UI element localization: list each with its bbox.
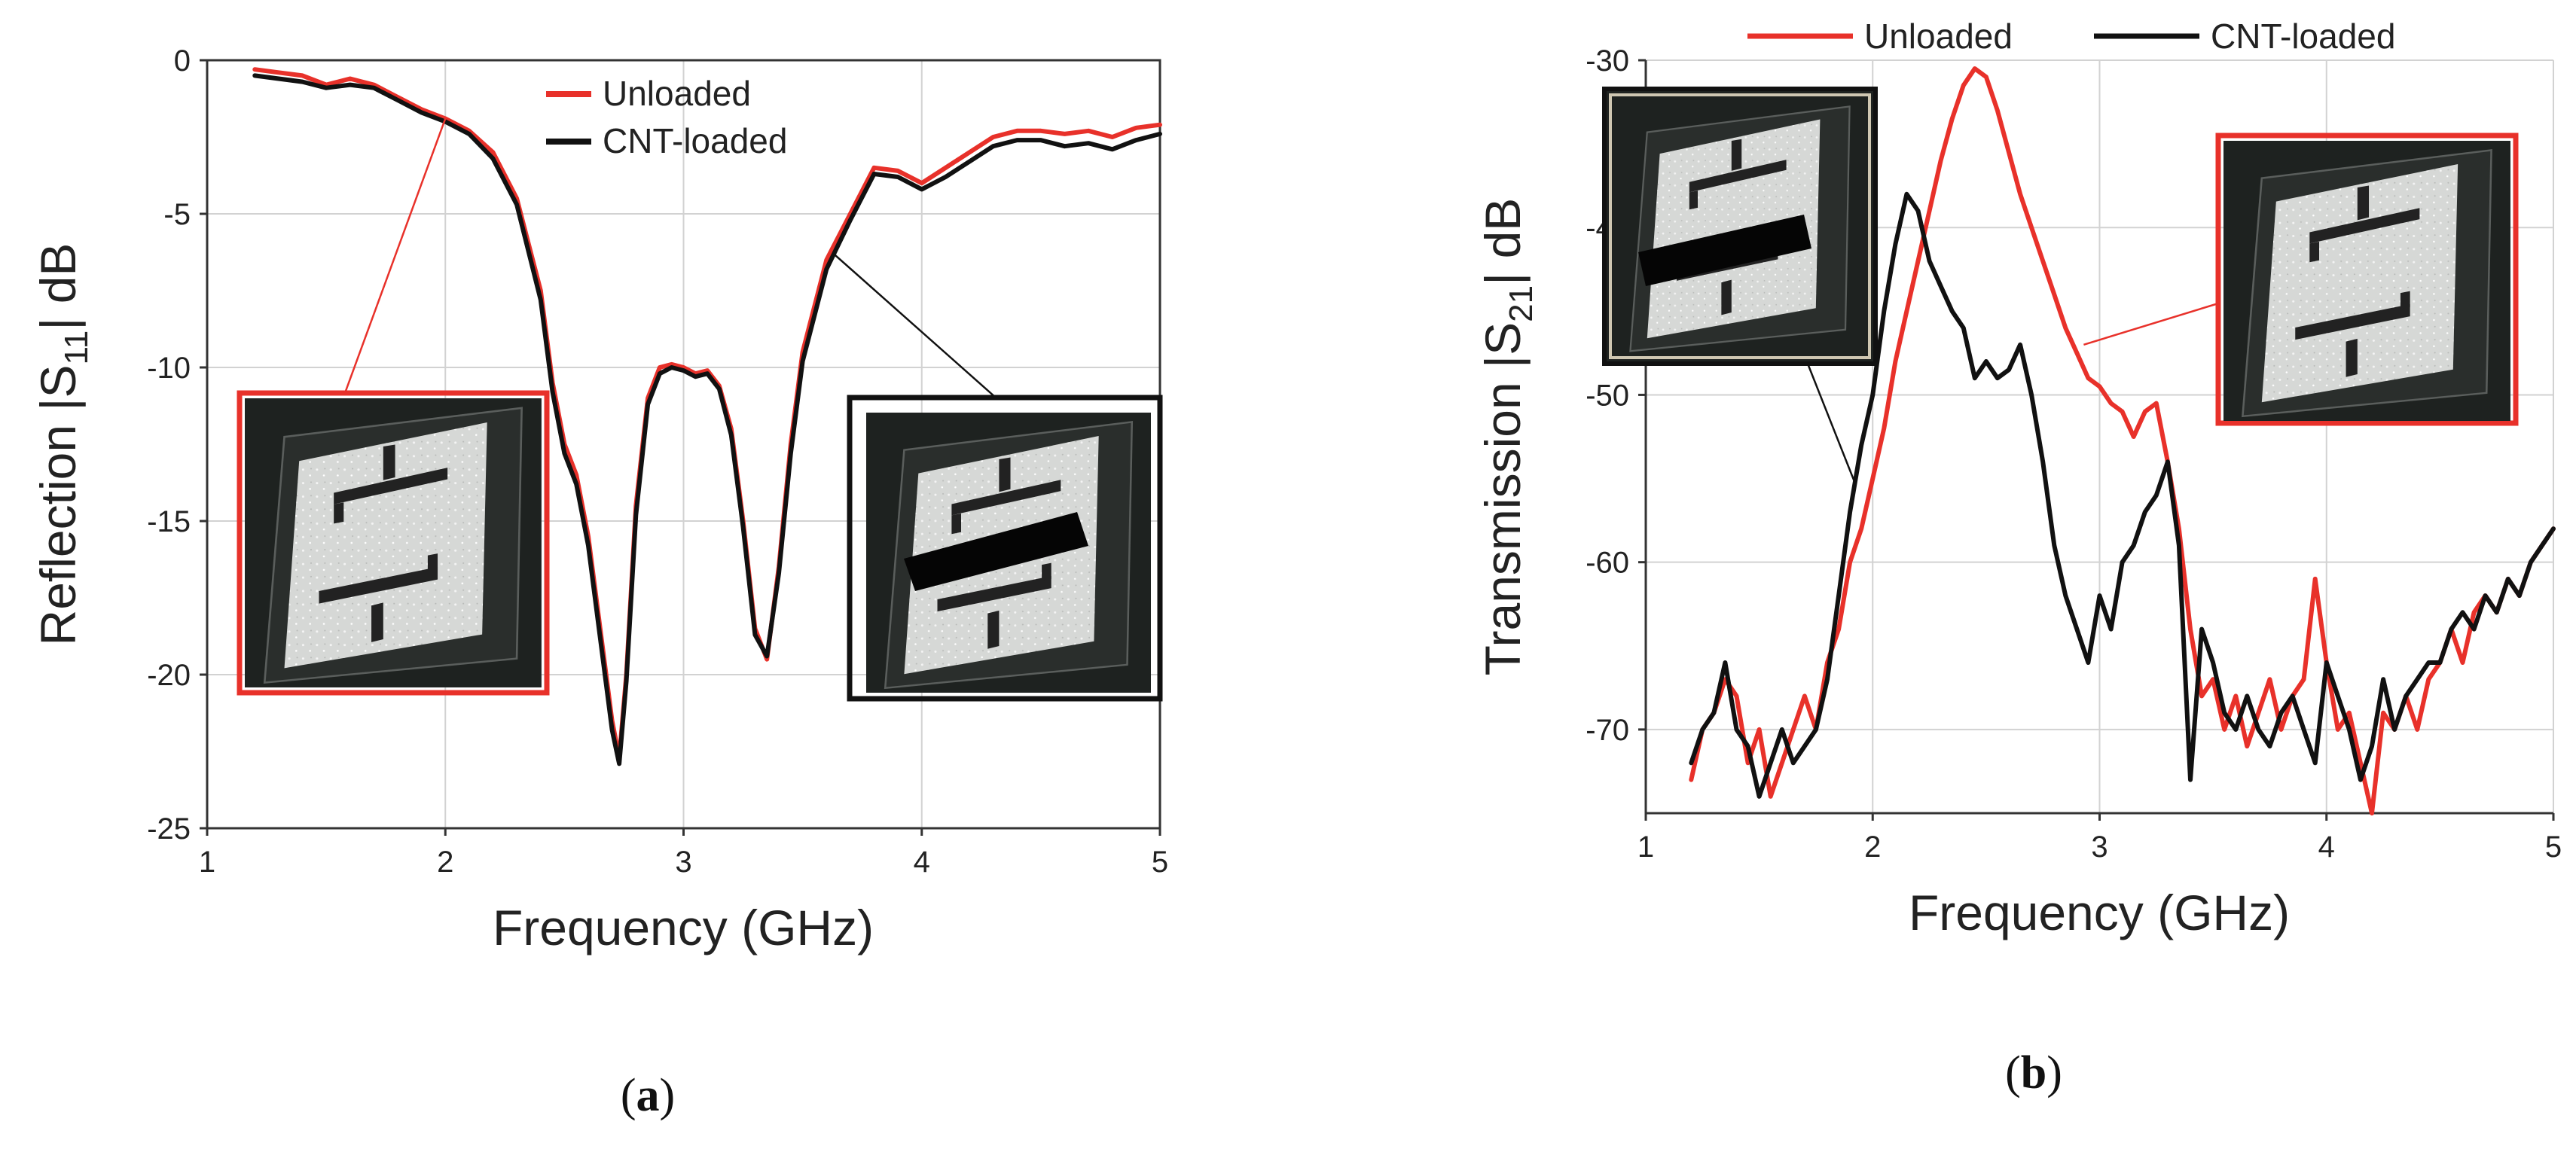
y-tick-label: -25	[147, 812, 191, 846]
series-b	[1689, 66, 2556, 815]
x-tick-label: 5	[1152, 846, 1168, 879]
y-tick-label: -30	[1586, 44, 1629, 78]
x-axis-title-b: Frequency (GHz)	[1909, 885, 2290, 940]
leader-line-unloaded-a	[343, 118, 447, 394]
cnt-patch-a	[904, 512, 1088, 591]
legend-a: Unloaded CNT-loaded	[546, 74, 787, 160]
x-tick-label: 3	[675, 846, 691, 879]
legend-label-unloaded-b: Unloaded	[1864, 17, 2013, 56]
series-line-unloaded	[252, 67, 1162, 760]
x-tick-label: 4	[914, 846, 930, 879]
leader-line-cnt-b	[1806, 363, 1856, 483]
cnt-patch-b	[1638, 215, 1811, 286]
inset-photo-cnt-b	[1602, 87, 1878, 366]
y-tick-label: -70	[1586, 714, 1629, 747]
y-tick-label: -60	[1586, 547, 1629, 580]
y-axis-title-a: Reflection |S11| dB	[30, 243, 95, 646]
series-line-cnt-loaded	[1689, 191, 2556, 799]
x-tick-label: 2	[437, 846, 453, 879]
chart-a: 1 2 3 4 5 0 -5 -10 -15 -20 -25 Unloaded CNT-loaded…	[30, 44, 1168, 1121]
legend-label-cnt-b: CNT-loaded	[2211, 17, 2395, 56]
leader-line-unloaded-b	[2083, 302, 2219, 346]
y-tick-label: 0	[174, 44, 191, 78]
x-tick-label: 1	[199, 846, 215, 879]
series-line-cnt-loaded	[252, 73, 1162, 766]
x-tick-label: 1	[1637, 830, 1654, 864]
legend-label-cnt-a: CNT-loaded	[603, 121, 787, 160]
y-tick-label: -5	[163, 198, 191, 231]
x-axis-title-a: Frequency (GHz)	[493, 900, 874, 955]
y-tick-label: -15	[147, 505, 191, 538]
inset-photo-cnt-a	[847, 395, 1163, 702]
panel-label-b: (b)	[2005, 1047, 2062, 1099]
x-tick-label: 5	[2545, 830, 2562, 864]
inset-photo-unloaded-b	[2215, 133, 2519, 426]
y-tick-label: -10	[147, 352, 191, 385]
y-tick-label: -50	[1586, 379, 1629, 412]
x-tick-label: 4	[2318, 830, 2335, 864]
legend-b: Unloaded CNT-loaded	[1747, 17, 2395, 56]
series-a	[252, 67, 1162, 766]
y-axis-title-b: Transmission |S21| dB	[1475, 198, 1540, 676]
leader-line-cnt-a	[832, 253, 997, 398]
panel-label-a: (a)	[621, 1070, 675, 1121]
ticks-a: 1 2 3 4 5 0 -5 -10 -15 -20 -25	[147, 44, 1168, 879]
x-tick-label: 3	[2091, 830, 2107, 864]
y-tick-label: -20	[147, 659, 191, 692]
inset-photo-unloaded-a	[237, 390, 550, 696]
x-tick-label: 2	[1864, 830, 1881, 864]
legend-label-unloaded-a: Unloaded	[603, 74, 751, 113]
